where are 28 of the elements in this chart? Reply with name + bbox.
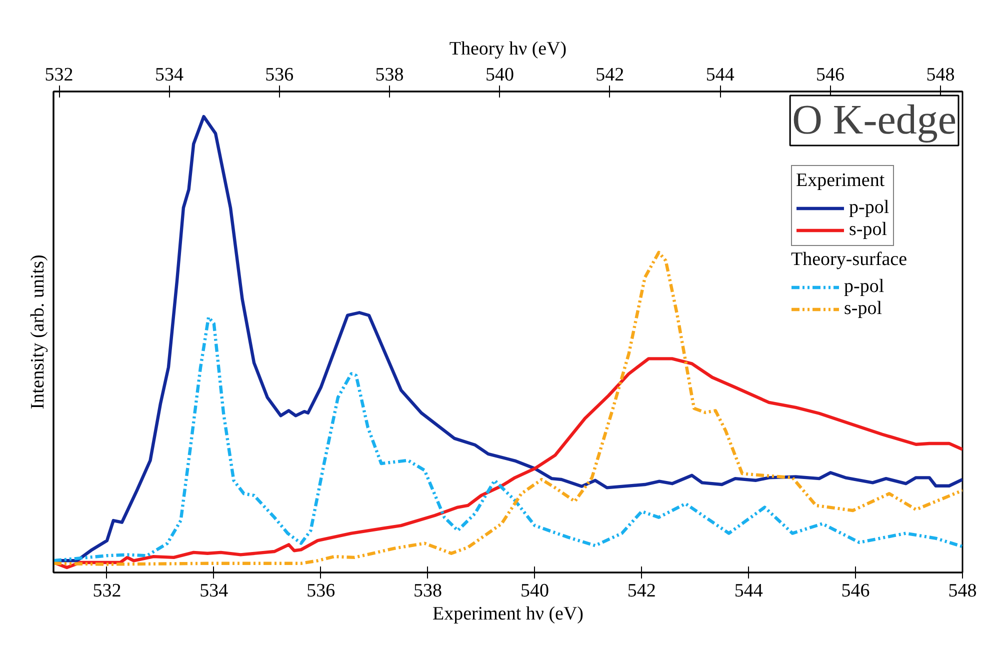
x-tick-label: 546 <box>841 580 870 602</box>
x-tick-label: 540 <box>520 580 549 602</box>
x2-tick-label: 544 <box>706 64 735 86</box>
x-tick-label: 548 <box>948 580 977 602</box>
x2-axis-title: Theory hν (eV) <box>449 38 567 60</box>
x-tick-label: 534 <box>200 580 229 602</box>
annotation: O K-edge <box>792 98 957 144</box>
x2-tick-label: 546 <box>816 64 845 86</box>
x-tick-label: 532 <box>92 580 122 602</box>
x-tick-label: 536 <box>306 580 336 602</box>
text: Theory-surface <box>791 249 908 270</box>
x2-tick-label: 534 <box>154 64 184 86</box>
x-tick-label: 538 <box>414 580 442 602</box>
x-tick-label: 542 <box>627 580 656 602</box>
x2-tick-label: 538 <box>375 64 404 86</box>
legend-label: p-pol <box>849 197 890 219</box>
x-tick-label: 544 <box>734 580 764 602</box>
text: Experiment <box>796 170 885 191</box>
legend-label: s-pol <box>844 298 882 320</box>
x2-tick-label: 548 <box>926 64 955 86</box>
x2-tick-label: 532 <box>44 64 74 86</box>
legend-label: s-pol <box>849 219 887 241</box>
x2-tick-label: 542 <box>596 64 624 86</box>
x2-tick-label: 536 <box>265 64 294 86</box>
x-axis-title: Experiment hν (eV) <box>432 604 584 624</box>
legend-label: p-pol <box>844 276 884 298</box>
y-axis-title: Intensity (arb. units) <box>28 254 48 410</box>
x2-tick-label: 540 <box>485 64 514 86</box>
